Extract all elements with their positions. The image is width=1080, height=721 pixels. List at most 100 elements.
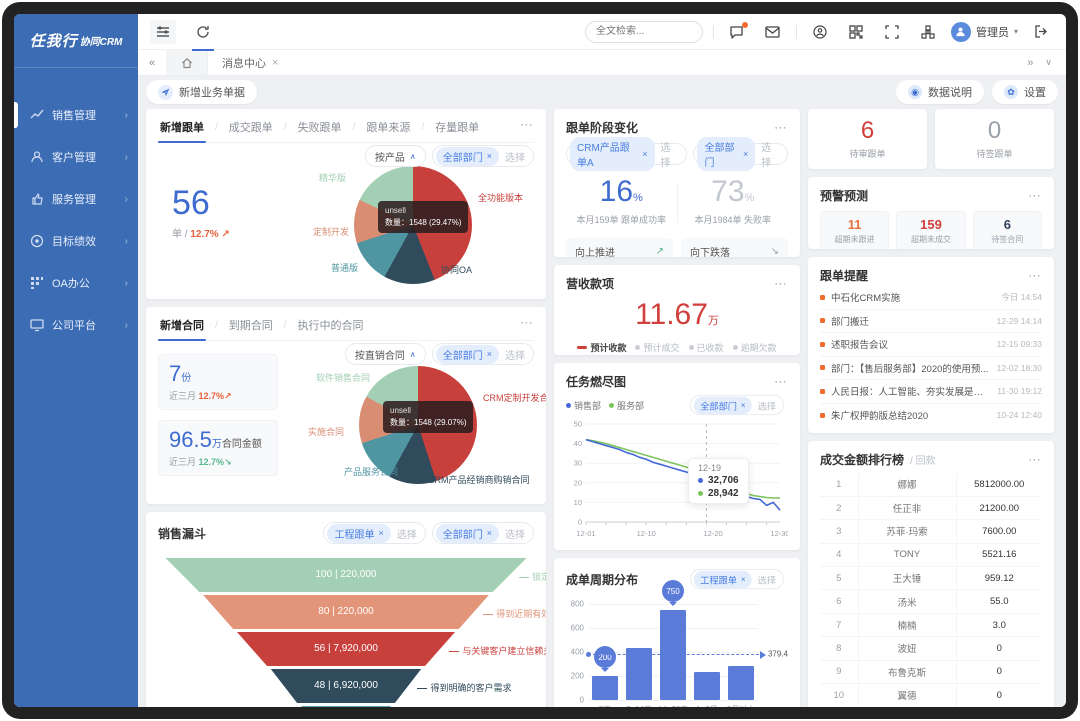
- forecast-item-2[interactable]: 159 超期未成交: [896, 211, 966, 249]
- mail-icon[interactable]: [760, 20, 786, 44]
- sidebar-item-customer[interactable]: 客户管理 ›: [14, 136, 138, 178]
- tag-close-icon[interactable]: ×: [742, 149, 749, 159]
- sidebar-item-target[interactable]: 目标绩效 ›: [14, 220, 138, 262]
- select-link[interactable]: 选择: [757, 401, 776, 412]
- order-filter[interactable]: 工程跟单 × 选择: [689, 568, 784, 590]
- reminder-item[interactable]: 人民日报：人工智能、夯实发展是正道 11-30 19:12: [820, 380, 1042, 404]
- department-filter[interactable]: 全部部门 × 选择: [693, 137, 788, 171]
- revenue-legend-2[interactable]: 预计成交: [635, 341, 680, 354]
- select-link[interactable]: 选择: [757, 575, 776, 586]
- qr-code-icon[interactable]: [843, 20, 869, 44]
- department-filter[interactable]: 全部部门 × 选择: [689, 394, 784, 416]
- logout-icon[interactable]: [1028, 20, 1054, 44]
- funnel-level-2[interactable]: 80 | 220,000: [203, 595, 489, 629]
- funnel-level-3[interactable]: 56 | 7,920,000: [236, 632, 456, 666]
- tag-close-icon[interactable]: ×: [486, 528, 492, 538]
- tag-close-icon[interactable]: ×: [486, 151, 492, 161]
- pending-card-1[interactable]: 6 待审跟单: [808, 109, 927, 169]
- bar-7~14天[interactable]: [626, 648, 652, 700]
- ranking-row[interactable]: 6 汤米 55.0: [820, 589, 1042, 614]
- ranking-row[interactable]: 3 苏菲·玛索 7600.00: [820, 519, 1042, 544]
- messages-icon[interactable]: [724, 20, 750, 44]
- select-link[interactable]: 选择: [660, 143, 671, 169]
- reminder-item[interactable]: 述职报告会议 12-15 09:33: [820, 333, 1042, 357]
- contract-tab-2[interactable]: 到期合同: [228, 320, 273, 332]
- apps-icon[interactable]: [915, 20, 941, 44]
- select-link[interactable]: 选择: [505, 152, 525, 164]
- pending-card-2[interactable]: 0 待签跟单: [935, 109, 1054, 169]
- department-filter[interactable]: 全部部门 × 选择: [431, 522, 534, 544]
- tabs-collapse-icon[interactable]: «: [148, 56, 156, 69]
- funnel-level-4[interactable]: 48 | 6,920,000: [270, 669, 422, 703]
- ranking-row[interactable]: 10 翼德 0: [820, 683, 1042, 707]
- order-type-filter[interactable]: 工程跟单 × 选择: [323, 522, 426, 544]
- card-more-icon[interactable]: ⋯: [774, 373, 788, 389]
- reminder-item[interactable]: 中石化CRM实施 今日 14:54: [820, 286, 1042, 310]
- follow-tab-5[interactable]: 存量跟单: [435, 122, 480, 134]
- card-more-icon[interactable]: ⋯: [1028, 187, 1042, 203]
- bar-1~3月[interactable]: [694, 672, 720, 700]
- follow-tab-4[interactable]: 跟单来源: [366, 122, 411, 134]
- follow-tab-2[interactable]: 成交跟单: [228, 122, 273, 134]
- refresh-icon[interactable]: [190, 20, 216, 51]
- department-filter[interactable]: 全部部门 × 选择: [431, 145, 534, 167]
- contract-tab-3[interactable]: 执行中的合同: [297, 320, 364, 332]
- card-more-icon[interactable]: ⋯: [1028, 451, 1042, 467]
- department-filter[interactable]: 全部部门 × 选择: [431, 343, 534, 365]
- reminder-item[interactable]: 部门搬迁 12-29 14:14: [820, 310, 1042, 333]
- card-more-icon[interactable]: ⋯: [1028, 267, 1042, 283]
- sidebar-item-service[interactable]: 服务管理 ›: [14, 178, 138, 220]
- funnel-level-1[interactable]: 100 | 220,000: [165, 558, 527, 592]
- contract-type-filter-dropdown[interactable]: 按直销合同 ∧: [344, 343, 426, 365]
- funnel-level-5[interactable]: 38 | 920,000: [300, 706, 392, 707]
- revenue-legend-3[interactable]: 已收款: [688, 341, 724, 354]
- bar-7天[interactable]: [592, 676, 618, 700]
- select-link[interactable]: 选择: [505, 350, 525, 362]
- settings-button[interactable]: ✿ 设置: [992, 80, 1058, 104]
- tabs-dropdown-icon[interactable]: ∨: [1045, 57, 1052, 67]
- filter-menu-icon[interactable]: [150, 19, 176, 44]
- data-note-button[interactable]: ◉ 数据说明: [896, 80, 984, 104]
- ranking-row[interactable]: 9 布鲁克斯 0: [820, 660, 1042, 685]
- tag-close-icon[interactable]: ×: [740, 400, 746, 410]
- global-search-input[interactable]: [584, 20, 703, 43]
- ranking-row[interactable]: 2 任正非 21200.00: [820, 496, 1042, 521]
- tag-close-icon[interactable]: ×: [486, 349, 492, 359]
- bar-3月以上[interactable]: [728, 666, 754, 700]
- product-filter-dropdown[interactable]: 按产品 ∧: [364, 145, 426, 167]
- burndown-legend-2[interactable]: 服务部: [609, 399, 644, 412]
- follow-tab-1[interactable]: 新增跟单: [158, 119, 206, 143]
- tabs-expand-icon[interactable]: »: [1027, 56, 1034, 69]
- sidebar-item-sales-trend[interactable]: 销售管理 ›: [14, 94, 138, 136]
- burndown-legend-1[interactable]: 销售部: [566, 399, 601, 412]
- fullscreen-icon[interactable]: [879, 20, 905, 44]
- reminder-item[interactable]: 部门：【售后服务部】2020的使用预... 12-02 18:30: [820, 357, 1042, 380]
- tab-message-center[interactable]: 消息中心 ×: [208, 50, 292, 75]
- card-more-icon[interactable]: ⋯: [774, 275, 788, 291]
- forecast-item-3[interactable]: 6 待签合同: [972, 211, 1042, 249]
- tab-close-icon[interactable]: ×: [272, 56, 279, 69]
- new-business-order-button[interactable]: 新增业务单据: [146, 80, 257, 104]
- select-link[interactable]: 选择: [761, 143, 772, 169]
- ranking-row[interactable]: 7 楠楠 3.0: [820, 613, 1042, 638]
- ranking-row[interactable]: 8 波妞 0: [820, 636, 1042, 661]
- ranking-row[interactable]: 4 TONY 5521.16: [820, 543, 1042, 568]
- select-link[interactable]: 选择: [396, 529, 417, 541]
- sidebar-item-platform[interactable]: 公司平台 ›: [14, 304, 138, 346]
- follow-tab-3[interactable]: 失败跟单: [297, 122, 342, 134]
- forecast-item-1[interactable]: 11 超期未跟进: [820, 211, 890, 249]
- contract-tab-1[interactable]: 新增合同: [158, 317, 206, 341]
- ranking-row[interactable]: 1 娜娜 5812000.00: [820, 473, 1042, 497]
- sidebar-item-oa-grid[interactable]: OA办公 ›: [14, 262, 138, 304]
- card-more-icon[interactable]: ⋯: [774, 119, 788, 135]
- ranking-row[interactable]: 5 王大锤 959.12: [820, 566, 1042, 591]
- tag-close-icon[interactable]: ×: [378, 528, 384, 538]
- card-more-icon[interactable]: ⋯: [520, 315, 534, 330]
- user-badge-icon[interactable]: [807, 20, 833, 44]
- revenue-legend-1[interactable]: 预计收款: [577, 341, 626, 354]
- home-tab[interactable]: [166, 50, 208, 75]
- select-link[interactable]: 选择: [505, 529, 525, 541]
- revenue-legend-4[interactable]: 逾期欠款: [732, 341, 777, 354]
- card-more-icon[interactable]: ⋯: [520, 117, 534, 132]
- tag-close-icon[interactable]: ×: [740, 574, 746, 584]
